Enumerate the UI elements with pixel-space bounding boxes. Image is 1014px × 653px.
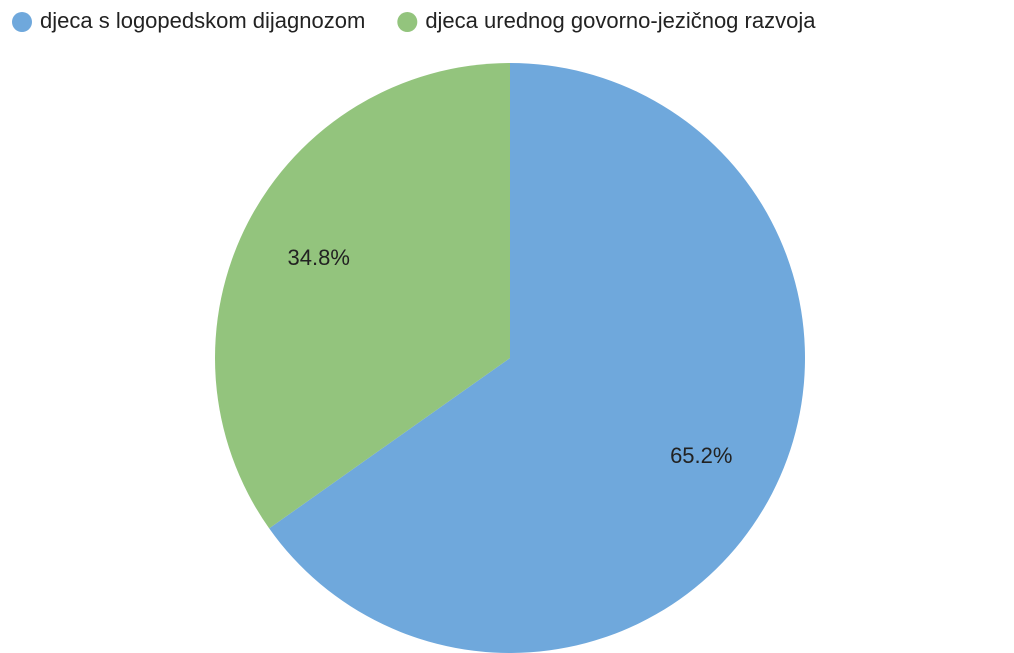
data-label: 34.8% [288, 245, 350, 270]
pie-slice [269, 63, 805, 653]
legend-marker [12, 12, 32, 32]
legend-marker [397, 12, 418, 32]
pie-slice [214, 63, 511, 529]
data-label: 65.2% [670, 443, 732, 468]
legend-label: djeca s logopedskom dijagnozom [40, 8, 365, 33]
legend-label: djeca urednog govorno-jezičnog razvoja [425, 8, 816, 33]
